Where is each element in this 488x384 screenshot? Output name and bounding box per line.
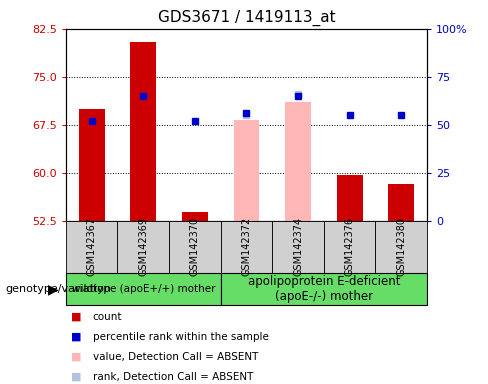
Bar [130,41,156,221]
Text: wildtype (apoE+/+) mother: wildtype (apoE+/+) mother [72,284,215,294]
Text: GSM142380: GSM142380 [396,217,406,276]
Bar [337,175,363,221]
Text: GSM142370: GSM142370 [190,217,200,276]
Text: ▶: ▶ [48,282,59,296]
Text: rank, Detection Call = ABSENT: rank, Detection Call = ABSENT [93,372,253,382]
Text: ■: ■ [71,332,81,342]
Text: GSM142369: GSM142369 [138,217,148,276]
Text: ■: ■ [71,372,81,382]
Bar [234,120,259,221]
Text: genotype/variation: genotype/variation [5,284,111,294]
Bar [285,103,311,221]
Text: percentile rank within the sample: percentile rank within the sample [93,332,268,342]
Text: GSM142376: GSM142376 [345,217,355,276]
Text: count: count [93,312,122,322]
Text: apolipoprotein E-deficient
(apoE-/-) mother: apolipoprotein E-deficient (apoE-/-) mot… [247,275,400,303]
Bar [182,212,208,221]
Title: GDS3671 / 1419113_at: GDS3671 / 1419113_at [158,10,335,26]
Text: ■: ■ [71,352,81,362]
Text: GSM142372: GSM142372 [242,217,251,276]
Text: value, Detection Call = ABSENT: value, Detection Call = ABSENT [93,352,258,362]
Text: GSM142374: GSM142374 [293,217,303,276]
Bar [388,184,414,221]
Text: GSM142367: GSM142367 [87,217,97,276]
Text: ■: ■ [71,312,81,322]
Bar [79,109,104,221]
